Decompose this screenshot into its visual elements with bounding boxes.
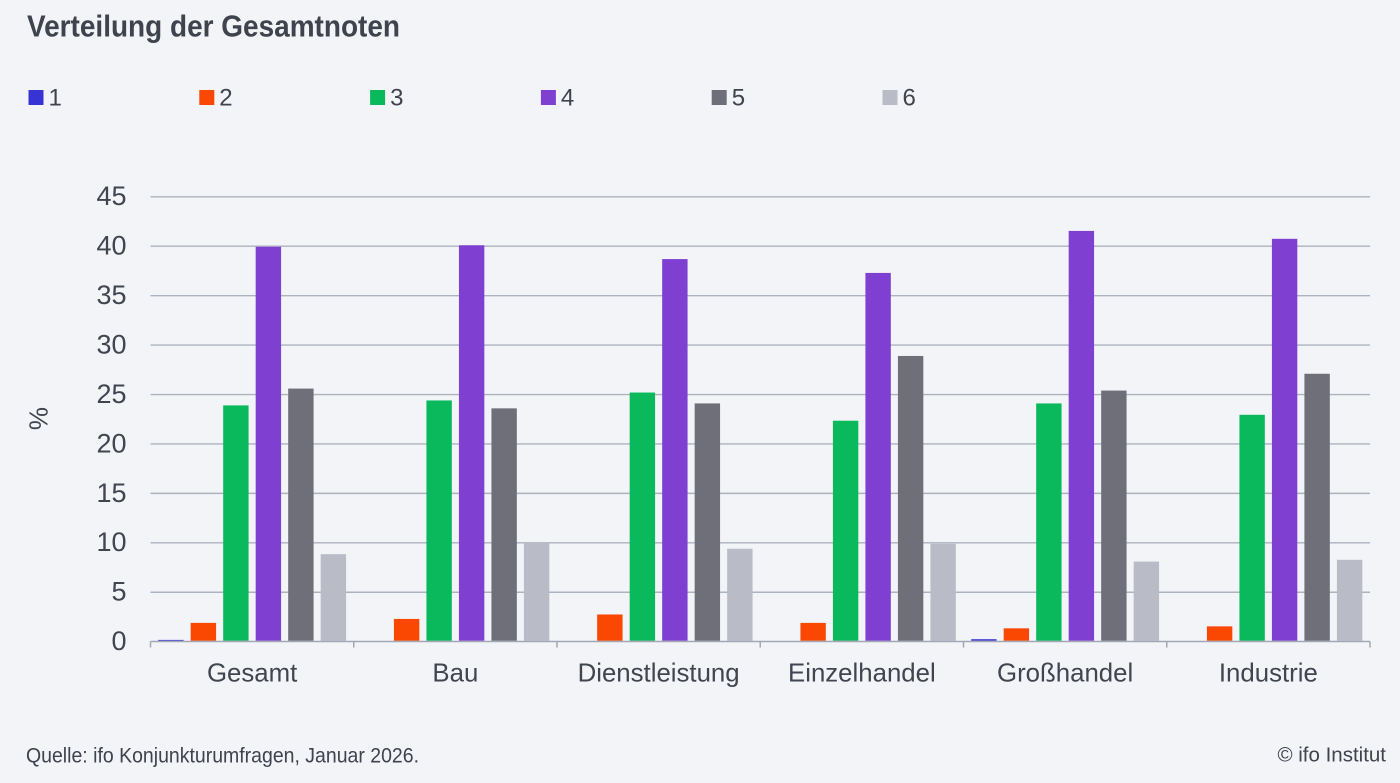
svg-text:Dienstleistung: Dienstleistung <box>578 660 740 688</box>
svg-text:40: 40 <box>96 231 126 261</box>
svg-text:%: % <box>24 407 54 430</box>
svg-text:25: 25 <box>96 379 126 409</box>
svg-text:1: 1 <box>49 85 62 112</box>
svg-text:Quelle: ifo Konjunkturumfragen: Quelle: ifo Konjunkturumfragen, Januar 2… <box>26 745 419 768</box>
svg-text:3: 3 <box>390 85 403 112</box>
svg-text:Industrie: Industrie <box>1219 660 1318 688</box>
svg-text:0: 0 <box>111 626 126 656</box>
svg-text:20: 20 <box>96 428 126 458</box>
svg-text:Bau: Bau <box>432 660 478 688</box>
svg-text:5: 5 <box>732 85 745 112</box>
svg-text:Verteilung der Gesamtnoten: Verteilung der Gesamtnoten <box>27 9 400 44</box>
svg-text:5: 5 <box>111 577 126 607</box>
svg-text:4: 4 <box>561 85 574 112</box>
svg-text:6: 6 <box>903 85 916 112</box>
svg-text:Großhandel: Großhandel <box>997 660 1133 688</box>
svg-text:Einzelhandel: Einzelhandel <box>788 660 936 688</box>
svg-text:2: 2 <box>219 85 232 112</box>
svg-text:30: 30 <box>96 329 126 359</box>
svg-text:© ifo Institut: © ifo Institut <box>1277 744 1386 767</box>
svg-text:15: 15 <box>96 478 126 508</box>
svg-text:45: 45 <box>96 181 126 211</box>
svg-text:10: 10 <box>96 527 126 557</box>
svg-text:Gesamt: Gesamt <box>207 660 297 688</box>
svg-text:35: 35 <box>96 280 126 310</box>
